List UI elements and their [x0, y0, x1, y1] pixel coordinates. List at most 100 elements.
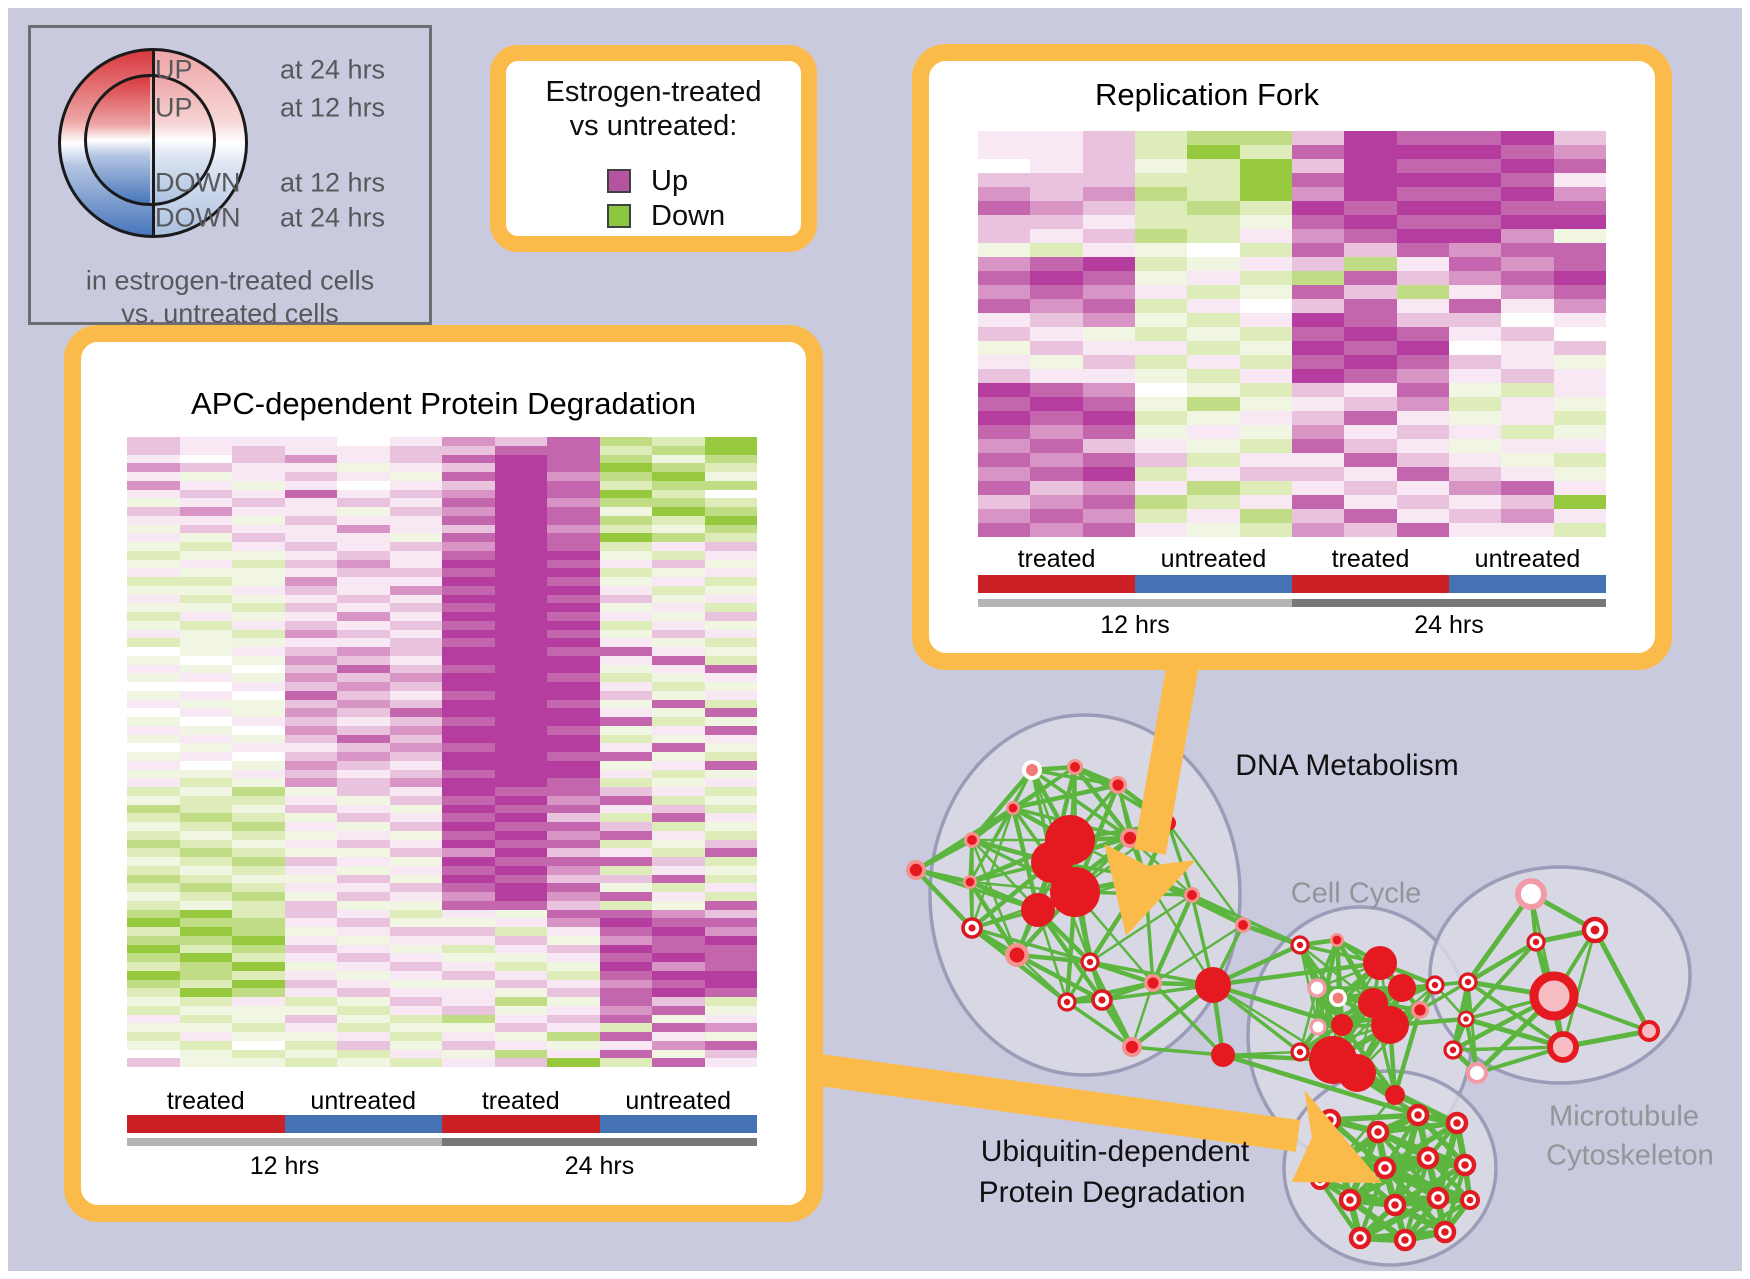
heatmap-cell: [599, 1023, 652, 1032]
heatmap-cell: [494, 743, 547, 752]
heatmap-cell: [1187, 481, 1240, 495]
heatmap-cell: [1344, 201, 1397, 215]
heatmap-cell: [1239, 327, 1292, 341]
heatmap-cell: [978, 369, 1031, 383]
heatmap-cell: [1239, 229, 1292, 243]
network-edge: [970, 926, 1019, 957]
heatmap-cell: [1134, 467, 1188, 481]
heatmap-cell: [389, 585, 442, 595]
heatmap-cell: [1344, 495, 1397, 509]
heatmap-cell: [127, 813, 180, 822]
heatmap-cell: [442, 892, 495, 901]
network-node-whitering: [1366, 1120, 1390, 1144]
network-edge: [971, 908, 1039, 930]
heatmap-cell: [179, 830, 232, 840]
network-edge: [1453, 1122, 1469, 1166]
heatmap-cell: [652, 865, 705, 875]
network-edge: [1339, 1094, 1396, 1161]
heatmap-cell: [599, 804, 652, 814]
heatmap-cell: [232, 472, 285, 481]
heatmap-cell: [978, 313, 1031, 327]
heatmap-cell: [652, 620, 705, 630]
heatmap-cell: [1553, 285, 1606, 299]
heatmap-cell: [652, 524, 705, 534]
network-node-ring: [1443, 1040, 1463, 1060]
heatmap-cell: [1448, 523, 1502, 537]
heatmap-cell: [1030, 439, 1083, 453]
network-node-solid: [1031, 841, 1073, 883]
heatmap-cell: [1291, 481, 1345, 495]
heatmap-cell: [232, 953, 285, 962]
network-edge: [1150, 894, 1195, 984]
network-node-whitering: [1348, 1226, 1372, 1250]
heatmap-cell: [704, 647, 757, 656]
heatmap-cell: [494, 498, 547, 507]
network-edge: [1533, 941, 1557, 997]
network-edge: [1383, 1165, 1440, 1201]
network-edge: [1466, 980, 1565, 1049]
heatmap-cell: [704, 1058, 757, 1067]
heatmap-cell: [494, 1049, 547, 1059]
network-node-pinkring: [1515, 878, 1547, 910]
network-edge: [1466, 892, 1533, 984]
heatmap-cell: [978, 453, 1031, 467]
heatmap-cell: [337, 699, 390, 709]
heatmap-cell: [389, 970, 442, 980]
heatmap-cell: [978, 425, 1031, 439]
heatmap-cell: [599, 515, 652, 525]
heatmap-cell: [704, 577, 757, 586]
network-edge: [1394, 1197, 1471, 1208]
heatmap-cell: [179, 813, 232, 822]
heatmap-cell: [547, 830, 600, 840]
heatmap-cell: [1134, 369, 1188, 383]
heatmap-cell: [704, 935, 757, 945]
heatmap-cell: [127, 830, 180, 840]
heatmap-cell: [1239, 355, 1292, 369]
heatmap-cell: [127, 1049, 180, 1059]
heatmap-cell: [1082, 215, 1135, 229]
heatmap-cell: [1187, 523, 1240, 537]
heatmap-cell: [389, 734, 442, 744]
heatmap-cell: [337, 918, 390, 927]
treatment-bar-segment: [442, 1115, 600, 1133]
network-edge: [1317, 1001, 1374, 1029]
network-edge: [970, 807, 1015, 929]
network-edge: [1050, 861, 1092, 963]
network-edge: [1335, 939, 1340, 999]
heatmap-cell: [1030, 145, 1083, 159]
heatmap-cell: [127, 865, 180, 875]
heatmap-cell: [389, 445, 442, 455]
network-edge: [1318, 1178, 1362, 1240]
network-edge: [1299, 1049, 1358, 1076]
heatmap-cell: [704, 568, 757, 577]
network-edge: [1152, 980, 1214, 988]
network-edge: [1417, 1111, 1458, 1127]
heatmap-cell: [599, 550, 652, 560]
network-node-pinkring: [1307, 978, 1327, 998]
heatmap-cell: [389, 489, 442, 499]
heatmap-cell: [127, 699, 180, 709]
network-edge: [1451, 1048, 1479, 1075]
heatmap-cell: [284, 962, 337, 971]
heatmap-cell: [652, 507, 705, 516]
heatmap-cell: [389, 507, 442, 516]
heatmap-cell: [232, 900, 285, 910]
heatmap-cell: [1187, 327, 1240, 341]
network-edge: [968, 881, 974, 929]
network-edge: [1359, 1234, 1406, 1244]
heatmap-cell: [547, 682, 600, 691]
network-edge: [968, 807, 1015, 883]
heatmap-cell: [232, 594, 285, 604]
heatmap-cell: [1501, 159, 1554, 173]
heatmap-cell: [232, 1023, 285, 1032]
heatmap-cell: [599, 594, 652, 604]
network-edge: [1331, 1008, 1422, 1062]
treatment-group-label: treated: [1331, 545, 1410, 573]
heatmap-cell: [442, 927, 495, 936]
heatmap-cell: [179, 839, 232, 849]
heatmap-cell: [442, 655, 495, 665]
heatmap-cell: [337, 865, 390, 875]
heatmap-cell: [1291, 271, 1345, 285]
heatmap-cell: [389, 708, 442, 717]
heatmap-cell: [284, 445, 337, 455]
